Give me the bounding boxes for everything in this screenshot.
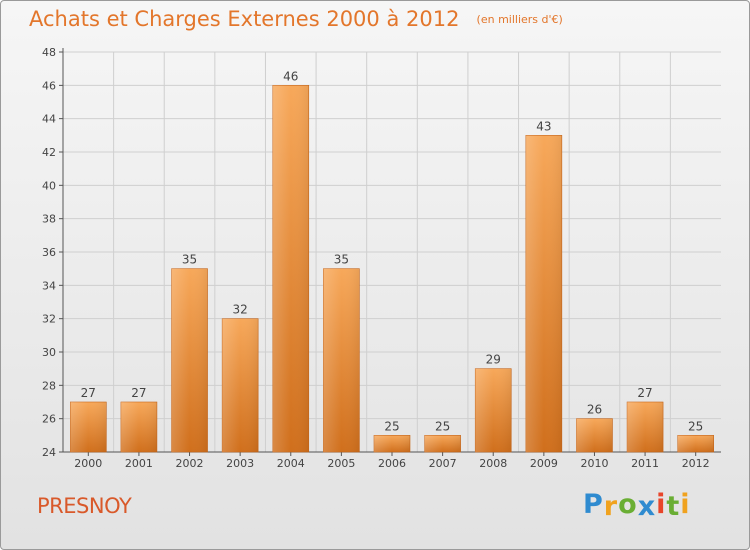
y-tick-label: 36 bbox=[42, 246, 56, 259]
bar-shine-2005 bbox=[323, 268, 360, 452]
y-tick-label: 42 bbox=[42, 146, 56, 159]
logo-letter: t bbox=[666, 491, 681, 522]
bar-shine-2006 bbox=[374, 435, 410, 452]
bar-shine-2003 bbox=[222, 318, 259, 452]
y-tick-label: 46 bbox=[42, 79, 56, 92]
value-label-2003: 32 bbox=[233, 303, 248, 317]
value-label-2005: 35 bbox=[334, 253, 349, 267]
category-label-2003: 2003 bbox=[226, 457, 254, 470]
bar-shine-2007 bbox=[424, 435, 461, 452]
logo-letter: x bbox=[637, 491, 657, 522]
y-tick-label: 26 bbox=[42, 413, 56, 426]
category-label-2004: 2004 bbox=[277, 457, 305, 470]
bar-shine-2004 bbox=[272, 85, 309, 452]
value-label-2010: 26 bbox=[587, 403, 602, 417]
category-label-2012: 2012 bbox=[682, 457, 710, 470]
value-label-2001: 27 bbox=[131, 386, 146, 400]
y-tick-label: 44 bbox=[42, 113, 56, 126]
grid-lines bbox=[63, 51, 721, 453]
category-label-2001: 2001 bbox=[125, 457, 153, 470]
category-label-2006: 2006 bbox=[378, 457, 406, 470]
bar-shine-2011 bbox=[627, 402, 664, 452]
value-label-2009: 43 bbox=[536, 119, 551, 133]
category-label-2000: 2000 bbox=[74, 457, 102, 470]
value-label-2011: 27 bbox=[637, 386, 652, 400]
logo-letter: P bbox=[583, 489, 604, 520]
y-tick-label: 24 bbox=[42, 446, 56, 459]
y-tick-label: 34 bbox=[42, 279, 56, 292]
y-tick-label: 32 bbox=[42, 313, 56, 326]
value-label-2000: 27 bbox=[81, 386, 96, 400]
value-label-2007: 25 bbox=[435, 419, 450, 433]
logo-letter: i bbox=[680, 489, 691, 520]
logo-letter: r bbox=[603, 491, 619, 522]
category-label-2009: 2009 bbox=[530, 457, 558, 470]
category-label-2005: 2005 bbox=[327, 457, 355, 470]
y-tick-label: 30 bbox=[42, 346, 56, 359]
labels: 24 26 28 30 32 34 36 38 40 42 44 46 48 27 2000 27 2001 35… bbox=[42, 46, 710, 470]
proxiti-logo: Proxiti bbox=[583, 489, 691, 522]
bar-shine-2012 bbox=[677, 435, 714, 452]
chart-title: Achats et Charges Externes 2000 à 2012 (… bbox=[29, 7, 563, 31]
chart-title-main: Achats et Charges Externes 2000 à 2012 bbox=[29, 7, 460, 31]
bar-shine-2010 bbox=[576, 418, 613, 452]
y-tick-label: 38 bbox=[42, 213, 56, 226]
category-label-2011: 2011 bbox=[631, 457, 659, 470]
category-label-2010: 2010 bbox=[580, 457, 608, 470]
value-label-2012: 25 bbox=[688, 419, 703, 433]
bar-shine-2002 bbox=[171, 268, 208, 452]
y-tick-label: 28 bbox=[42, 379, 56, 392]
value-label-2002: 35 bbox=[182, 253, 197, 267]
category-label-2008: 2008 bbox=[479, 457, 507, 470]
category-label-2007: 2007 bbox=[429, 457, 457, 470]
value-label-2008: 29 bbox=[486, 353, 501, 367]
bars bbox=[70, 85, 714, 453]
value-label-2004: 46 bbox=[283, 69, 298, 83]
y-tick-label: 48 bbox=[42, 46, 56, 59]
logo-letter: i bbox=[656, 489, 667, 520]
bar-shine-2000 bbox=[70, 402, 107, 452]
bar-shine-2008 bbox=[475, 368, 512, 452]
logo-letter: o bbox=[618, 489, 638, 520]
chart-title-unit: (en milliers d'€) bbox=[476, 13, 563, 26]
value-label-2006: 25 bbox=[384, 419, 399, 433]
bar-shine-2001 bbox=[120, 402, 157, 452]
bar-shine-2009 bbox=[525, 135, 562, 453]
category-label-2002: 2002 bbox=[176, 457, 204, 470]
commune-name: PRESNOY bbox=[37, 494, 132, 518]
y-tick-label: 40 bbox=[42, 179, 56, 192]
